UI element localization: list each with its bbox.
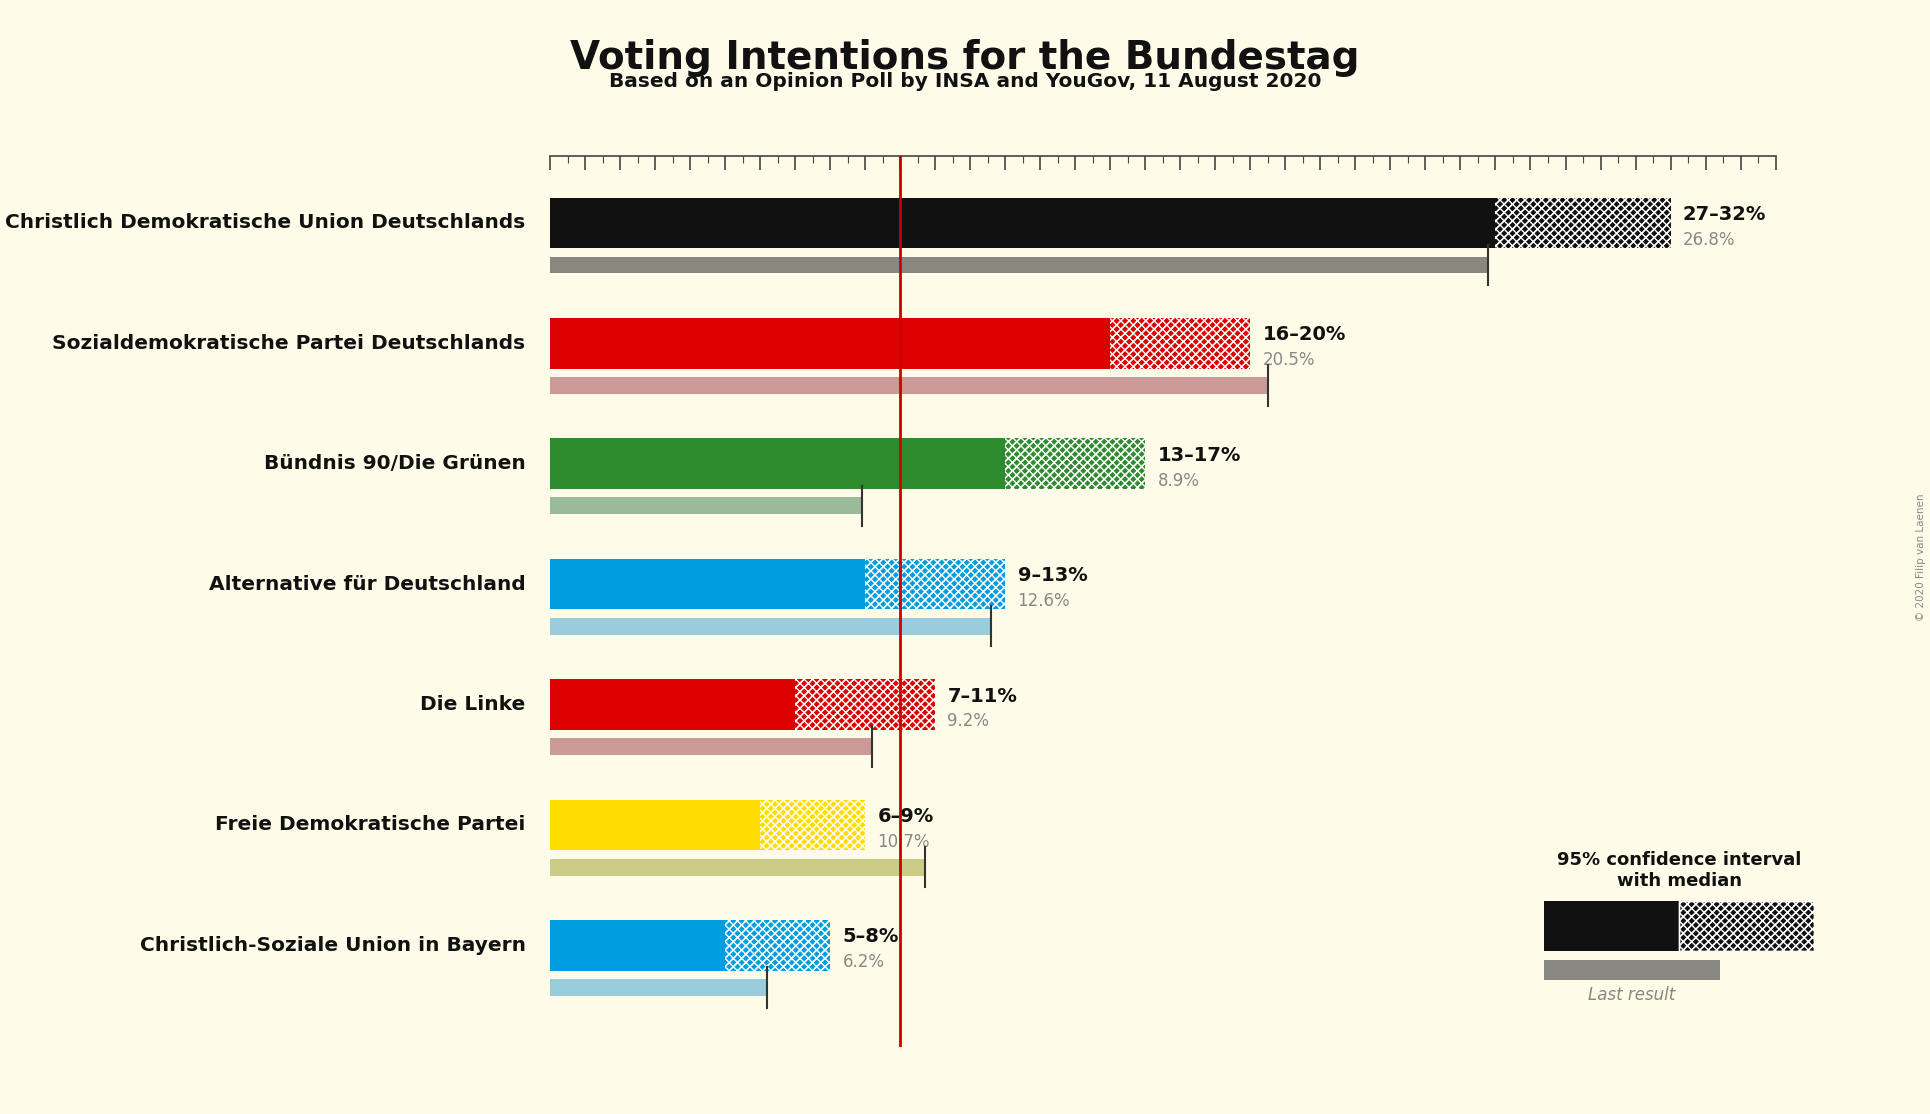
Bar <box>760 800 865 850</box>
Bar <box>1496 197 1671 248</box>
Bar <box>865 559 1006 609</box>
Bar <box>550 497 861 515</box>
Bar <box>550 739 872 755</box>
Bar <box>1110 317 1251 369</box>
Text: Freie Demokratische Partei: Freie Demokratische Partei <box>214 815 525 834</box>
Bar <box>760 800 865 850</box>
Text: 6.2%: 6.2% <box>841 954 884 971</box>
Bar <box>550 377 1268 394</box>
Text: 9.2%: 9.2% <box>948 712 990 731</box>
Text: 5–8%: 5–8% <box>841 928 899 947</box>
Bar <box>726 920 830 970</box>
Bar <box>550 979 766 996</box>
Bar <box>1679 901 1814 951</box>
Text: Alternative für Deutschland: Alternative für Deutschland <box>208 575 525 594</box>
Text: 8.9%: 8.9% <box>1158 471 1199 489</box>
Text: Christlich Demokratische Union Deutschlands: Christlich Demokratische Union Deutschla… <box>6 213 525 233</box>
Bar <box>550 920 726 970</box>
Text: Based on an Opinion Poll by INSA and YouGov, 11 August 2020: Based on an Opinion Poll by INSA and You… <box>608 72 1322 91</box>
Text: 13–17%: 13–17% <box>1158 446 1241 465</box>
Bar <box>1544 901 1679 951</box>
Text: Voting Intentions for the Bundestag: Voting Intentions for the Bundestag <box>569 39 1361 77</box>
Text: 26.8%: 26.8% <box>1683 231 1735 248</box>
Bar <box>1110 317 1251 369</box>
Text: 9–13%: 9–13% <box>1017 566 1087 585</box>
Text: Die Linke: Die Linke <box>421 695 525 714</box>
Text: 6–9%: 6–9% <box>878 807 934 827</box>
Text: Bündnis 90/Die Grünen: Bündnis 90/Die Grünen <box>264 455 525 473</box>
Text: Sozialdemokratische Partei Deutschlands: Sozialdemokratische Partei Deutschlands <box>52 334 525 353</box>
Text: 16–20%: 16–20% <box>1262 325 1345 344</box>
Bar <box>1679 901 1814 951</box>
Text: 12.6%: 12.6% <box>1017 592 1069 610</box>
Bar <box>550 800 760 850</box>
Bar <box>1006 439 1144 489</box>
Bar <box>550 197 1496 248</box>
Text: 27–32%: 27–32% <box>1683 205 1766 224</box>
Text: 95% confidence interval
with median: 95% confidence interval with median <box>1558 851 1801 890</box>
Text: 10.7%: 10.7% <box>878 833 930 851</box>
Text: © 2020 Filip van Laenen: © 2020 Filip van Laenen <box>1916 494 1926 620</box>
Bar <box>550 618 992 635</box>
Bar <box>550 859 924 876</box>
Bar <box>1006 439 1144 489</box>
Bar <box>550 317 1110 369</box>
Bar <box>550 256 1488 273</box>
Bar <box>795 680 936 730</box>
Bar <box>550 559 865 609</box>
Text: 7–11%: 7–11% <box>948 686 1017 705</box>
Text: Christlich-Soziale Union in Bayern: Christlich-Soziale Union in Bayern <box>139 936 525 955</box>
Text: 20.5%: 20.5% <box>1262 351 1314 369</box>
Bar <box>726 920 830 970</box>
Bar <box>550 680 795 730</box>
Bar <box>795 680 936 730</box>
Bar <box>550 439 1006 489</box>
Text: Last result: Last result <box>1588 986 1675 1004</box>
Bar <box>865 559 1006 609</box>
Bar <box>1496 197 1671 248</box>
